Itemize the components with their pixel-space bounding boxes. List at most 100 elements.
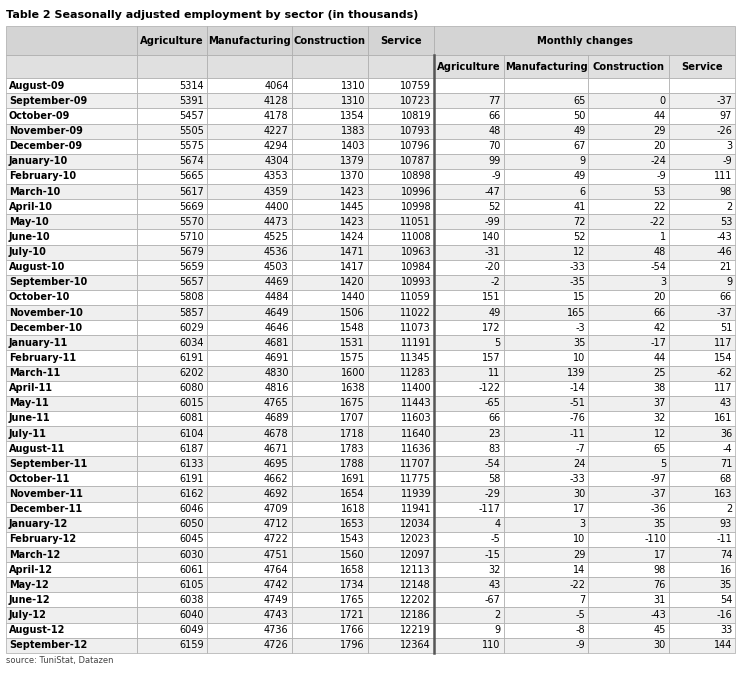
Text: 5657: 5657: [179, 277, 204, 287]
Bar: [504, 94, 588, 108]
Text: 35: 35: [720, 579, 732, 590]
Text: 1506: 1506: [340, 308, 365, 318]
Bar: [137, 592, 207, 608]
Text: 11051: 11051: [400, 217, 431, 227]
Text: April-10: April-10: [9, 202, 53, 212]
Bar: [504, 55, 588, 78]
Text: -65: -65: [485, 398, 501, 409]
Bar: [434, 78, 504, 94]
Bar: [292, 411, 368, 426]
Text: 42: 42: [654, 323, 666, 332]
Bar: [292, 244, 368, 260]
Bar: [504, 381, 588, 396]
Bar: [434, 335, 504, 351]
Text: 1691: 1691: [341, 474, 365, 484]
Text: 44: 44: [654, 111, 666, 121]
Text: 1471: 1471: [340, 247, 365, 257]
Bar: [669, 275, 735, 290]
Text: -14: -14: [570, 383, 585, 393]
Text: 11191: 11191: [400, 338, 431, 348]
Text: 12097: 12097: [400, 550, 431, 559]
Bar: [207, 365, 292, 381]
Text: 6191: 6191: [179, 353, 204, 363]
Bar: [588, 396, 669, 411]
Text: 48: 48: [654, 247, 666, 257]
Bar: [6, 532, 137, 547]
Text: 140: 140: [482, 232, 501, 242]
Text: 67: 67: [573, 141, 585, 151]
Text: 5314: 5314: [179, 81, 204, 91]
Text: 6038: 6038: [179, 595, 204, 605]
Bar: [368, 139, 434, 154]
Text: 10793: 10793: [400, 126, 431, 136]
Bar: [588, 577, 669, 592]
Text: -76: -76: [570, 413, 585, 423]
Text: 4178: 4178: [264, 111, 289, 121]
Text: 5457: 5457: [179, 111, 204, 121]
Text: May-12: May-12: [9, 579, 49, 590]
Bar: [6, 260, 137, 275]
Text: 2: 2: [726, 202, 732, 212]
Text: 37: 37: [654, 398, 666, 409]
Text: 6030: 6030: [179, 550, 204, 559]
Bar: [292, 290, 368, 305]
Bar: [6, 78, 137, 94]
Text: 1417: 1417: [340, 262, 365, 272]
Bar: [434, 275, 504, 290]
Text: 1654: 1654: [340, 489, 365, 499]
Bar: [137, 517, 207, 532]
Bar: [6, 381, 137, 396]
Text: 65: 65: [573, 96, 585, 106]
Text: 58: 58: [488, 474, 501, 484]
Bar: [6, 139, 137, 154]
Bar: [669, 169, 735, 184]
Text: 1734: 1734: [340, 579, 365, 590]
Bar: [368, 411, 434, 426]
Text: 7: 7: [579, 595, 585, 605]
Bar: [504, 532, 588, 547]
Text: 22: 22: [654, 202, 666, 212]
Bar: [669, 562, 735, 577]
Text: 5617: 5617: [179, 186, 204, 197]
Bar: [368, 577, 434, 592]
Bar: [137, 290, 207, 305]
Text: 0: 0: [659, 96, 666, 106]
Text: 6034: 6034: [179, 338, 204, 348]
Bar: [504, 154, 588, 169]
Text: 1766: 1766: [340, 625, 365, 635]
Bar: [504, 169, 588, 184]
Bar: [137, 411, 207, 426]
Text: 4678: 4678: [264, 429, 289, 439]
Bar: [669, 184, 735, 199]
Text: November-10: November-10: [9, 308, 83, 318]
Bar: [669, 108, 735, 124]
Bar: [669, 244, 735, 260]
Text: -15: -15: [485, 550, 501, 559]
Text: 3: 3: [579, 520, 585, 529]
Text: -4: -4: [722, 444, 732, 454]
Bar: [207, 562, 292, 577]
Text: January-11: January-11: [9, 338, 68, 348]
Text: 30: 30: [654, 640, 666, 650]
Text: 1445: 1445: [340, 202, 365, 212]
Bar: [137, 78, 207, 94]
Text: 35: 35: [573, 338, 585, 348]
Bar: [588, 108, 669, 124]
Bar: [368, 124, 434, 139]
Bar: [504, 487, 588, 501]
Bar: [669, 229, 735, 244]
Text: -22: -22: [650, 217, 666, 227]
Bar: [292, 532, 368, 547]
Text: 1548: 1548: [340, 323, 365, 332]
Bar: [292, 638, 368, 653]
Bar: [669, 396, 735, 411]
Bar: [207, 577, 292, 592]
Text: 10963: 10963: [400, 247, 431, 257]
Text: 4709: 4709: [264, 504, 289, 514]
Bar: [368, 365, 434, 381]
Text: 2: 2: [726, 504, 732, 514]
Bar: [669, 78, 735, 94]
Bar: [368, 623, 434, 638]
Bar: [504, 456, 588, 471]
Text: 6: 6: [579, 186, 585, 197]
